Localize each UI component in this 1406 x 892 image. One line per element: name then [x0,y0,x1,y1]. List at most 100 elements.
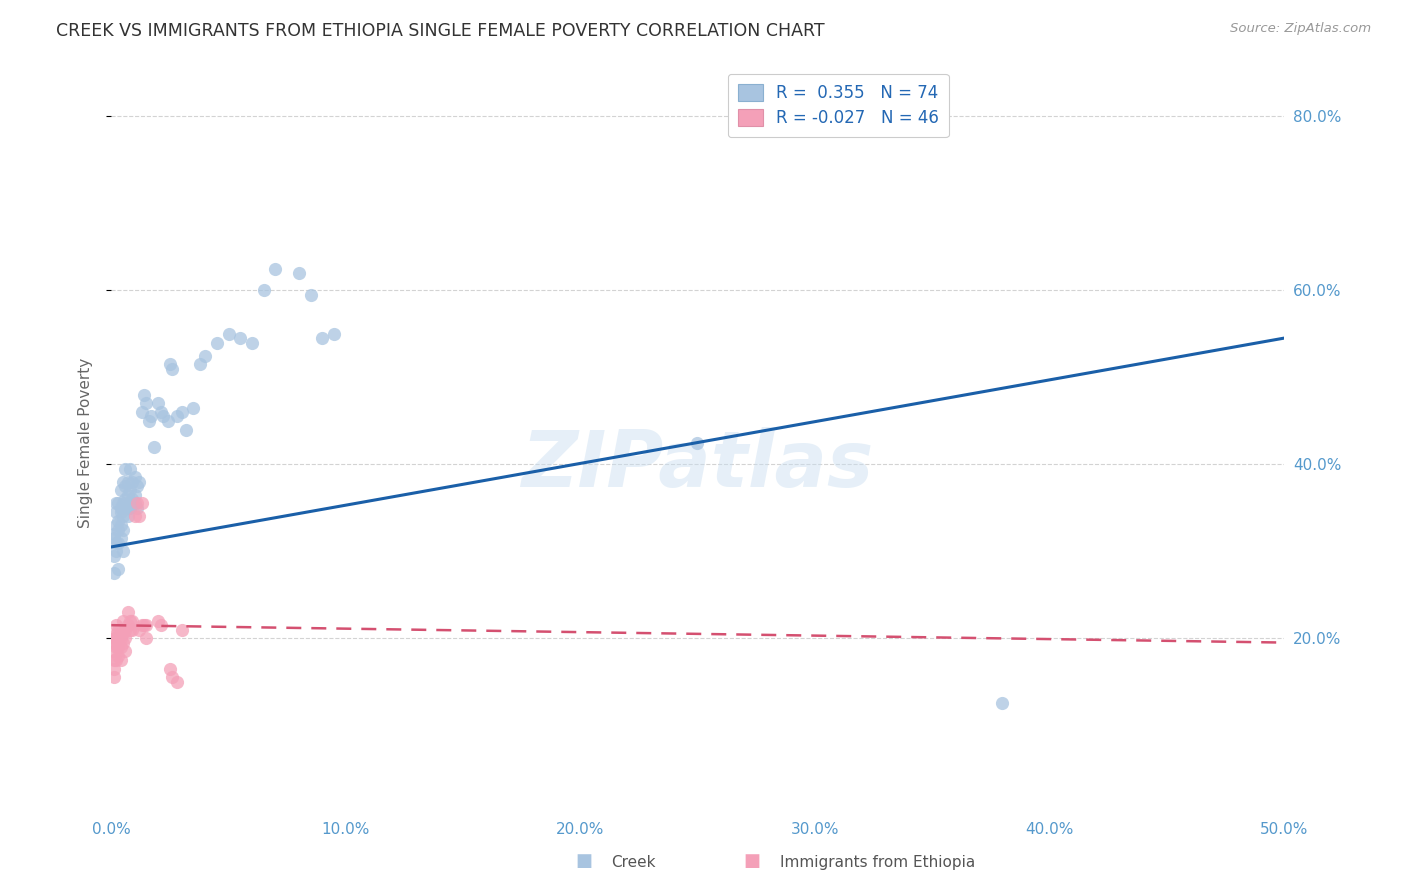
Point [120,461,142,475]
Point [110,627,132,641]
Point [166,674,188,689]
Point [134,388,156,402]
Point [131,405,153,419]
Point [105,627,128,641]
Y-axis label: Single Female Poverty: Single Female Poverty [79,358,93,528]
Point [114,644,136,658]
Point [110,640,132,654]
Point [105,618,128,632]
Point [103,644,125,658]
Point [253,284,276,298]
Point [105,640,128,654]
Point [135,618,157,632]
Point [121,492,143,507]
Point [152,409,174,424]
Point [170,623,193,637]
Point [166,409,188,424]
Point [131,618,153,632]
Point [103,549,125,563]
Point [120,500,142,515]
Point [112,627,135,641]
Point [311,331,333,345]
Point [105,653,128,667]
Point [183,401,205,415]
Point [121,623,143,637]
Point [105,505,128,519]
Point [264,261,287,276]
Point [127,500,149,515]
Point [135,396,157,410]
Point [299,287,322,301]
Point [105,518,128,533]
Point [110,653,132,667]
Point [124,470,146,484]
Point [110,483,132,498]
Point [107,640,129,654]
Point [229,331,252,345]
Point [103,635,125,649]
Point [114,631,136,645]
Point [105,631,128,645]
Point [686,435,709,450]
Point [114,623,136,637]
Point [128,509,150,524]
Point [141,409,163,424]
Point [103,653,125,667]
Point [127,479,149,493]
Point [107,523,129,537]
Point [107,631,129,645]
Point [103,566,125,580]
Point [288,266,311,280]
Point [135,631,157,645]
Point [240,335,263,350]
Point [120,483,142,498]
Point [149,618,172,632]
Text: CREEK VS IMMIGRANTS FROM ETHIOPIA SINGLE FEMALE POVERTY CORRELATION CHART: CREEK VS IMMIGRANTS FROM ETHIOPIA SINGLE… [56,22,825,40]
Point [107,535,129,549]
Point [105,544,128,558]
Point [170,405,193,419]
Point [117,605,139,619]
Point [103,527,125,541]
Point [162,361,184,376]
Point [114,492,136,507]
Point [110,631,132,645]
Point [112,475,135,489]
Point [117,500,139,515]
Point [121,475,143,489]
Point [124,509,146,524]
Point [149,405,172,419]
Text: ■: ■ [575,852,592,870]
Point [110,505,132,519]
Point [107,514,129,528]
Point [107,496,129,510]
Point [107,562,129,576]
Point [117,618,139,632]
Point [117,509,139,524]
Point [991,697,1014,711]
Point [114,479,136,493]
Point [121,614,143,628]
Point [112,496,135,510]
Point [110,500,132,515]
Point [107,623,129,637]
Point [156,414,179,428]
Point [190,357,212,371]
Point [117,475,139,489]
Point [117,488,139,502]
Point [138,414,160,428]
Point [134,618,156,632]
Point [127,496,149,510]
Point [323,326,346,341]
Point [124,488,146,502]
Point [112,509,135,524]
Point [124,496,146,510]
Point [103,670,125,684]
Point [103,631,125,645]
Point [120,496,142,510]
Point [128,623,150,637]
Text: Creek: Creek [612,855,657,870]
Point [218,326,240,341]
Point [107,648,129,663]
Point [131,496,153,510]
